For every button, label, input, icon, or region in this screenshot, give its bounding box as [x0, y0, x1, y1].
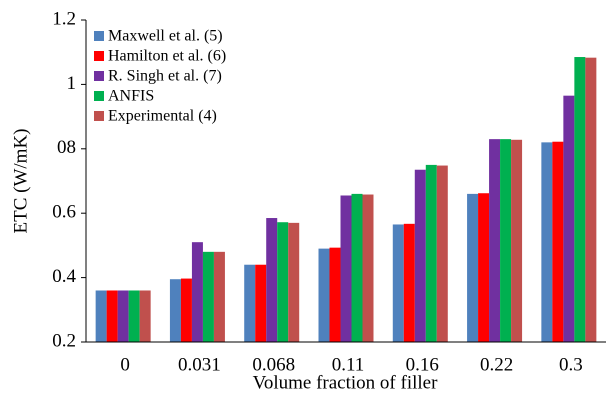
bar	[340, 195, 352, 342]
bar	[500, 139, 512, 342]
legend-swatch	[94, 71, 104, 81]
y-tick-label: 1.2	[52, 8, 76, 29]
bar	[467, 193, 479, 342]
bar	[117, 290, 129, 342]
bar	[563, 95, 575, 342]
x-tick-label: 0.16	[406, 354, 439, 375]
x-tick-label: 0.068	[252, 354, 295, 375]
bar	[436, 165, 448, 342]
x-tick-label: 0.22	[480, 354, 513, 375]
y-tick-label: 0.6	[52, 202, 76, 223]
x-tick-label: 0.031	[178, 354, 221, 375]
bar	[511, 139, 523, 342]
bar	[318, 248, 330, 342]
bar	[392, 224, 404, 342]
bar	[552, 141, 564, 342]
bar	[213, 251, 225, 342]
legend-swatch	[94, 51, 104, 61]
bar	[362, 194, 374, 342]
bar	[541, 142, 553, 342]
bar	[180, 278, 192, 342]
legend-label: ANFIS	[108, 88, 154, 105]
bar	[425, 164, 437, 342]
legend-label: Experimental (4)	[108, 108, 217, 125]
legend-swatch	[94, 91, 104, 101]
legend-swatch	[94, 31, 104, 41]
bar	[106, 290, 118, 342]
bar	[266, 218, 278, 342]
bar	[489, 139, 501, 342]
bar	[585, 57, 597, 342]
legend-label: Hamilton et al. (6)	[108, 48, 226, 65]
bar	[478, 193, 490, 342]
bar	[128, 290, 140, 342]
bar	[351, 193, 363, 342]
x-tick-label: 0.11	[332, 354, 365, 375]
bar	[574, 57, 586, 342]
bar	[329, 247, 341, 342]
bar	[288, 222, 300, 342]
bar	[414, 169, 426, 342]
legend-label: Maxwell et al. (5)	[108, 28, 223, 45]
x-axis-label: Volume fraction of filler	[253, 372, 439, 393]
legend-label: R. Singh et al. (7)	[108, 68, 222, 85]
bar	[255, 264, 267, 342]
bar	[139, 290, 151, 342]
y-tick-label: 0.4	[52, 266, 76, 287]
x-tick-label: 0	[120, 354, 130, 375]
bar	[403, 223, 415, 342]
legend-swatch	[94, 111, 104, 121]
bar	[95, 290, 107, 342]
y-tick-label: 0.2	[52, 330, 76, 351]
bar	[169, 279, 181, 342]
x-tick-label: 0.3	[559, 354, 583, 375]
y-tick-label: 08	[57, 137, 76, 158]
bar	[277, 222, 289, 342]
y-axis-label: ETC (W/mK)	[10, 128, 31, 233]
bar	[244, 264, 256, 342]
y-tick-label: 1	[67, 73, 77, 94]
bar	[191, 242, 203, 342]
bar	[202, 251, 214, 342]
